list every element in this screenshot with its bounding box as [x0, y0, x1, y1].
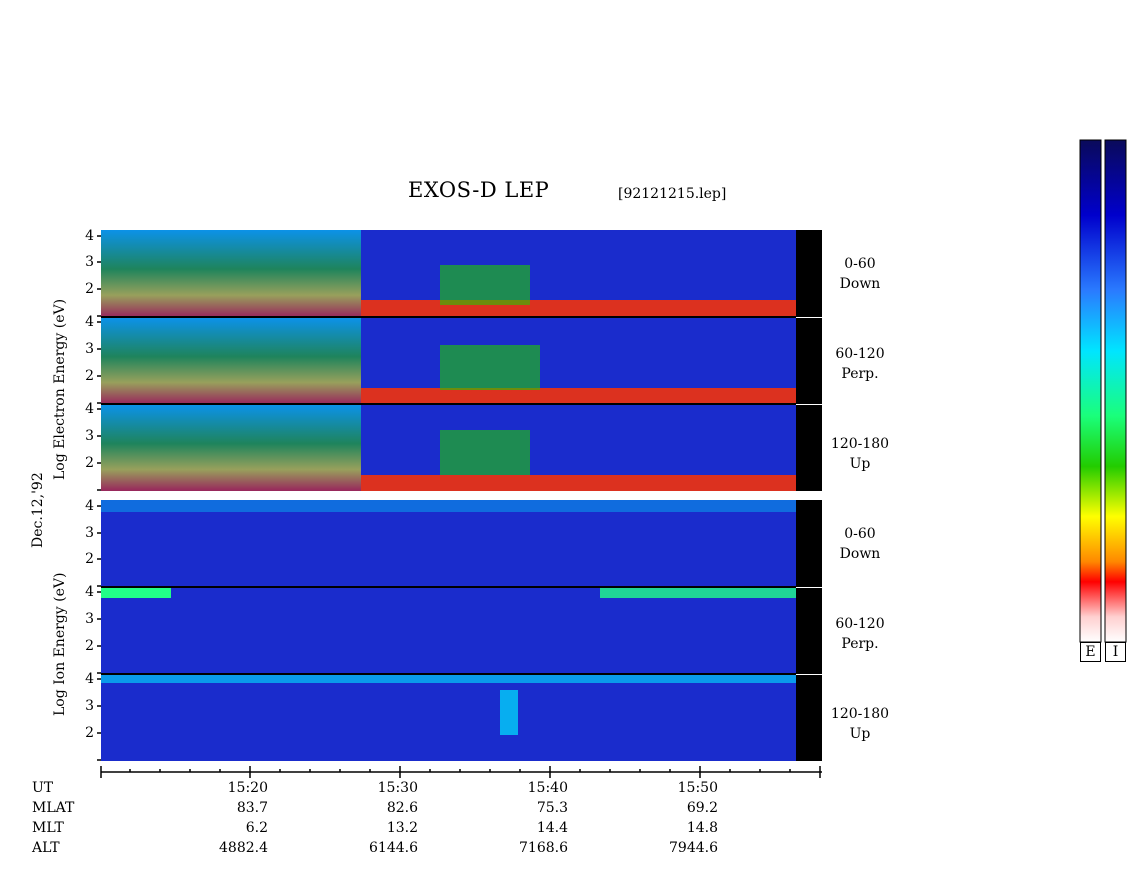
- ytick: 2: [85, 551, 94, 567]
- ytick: 3: [85, 525, 94, 541]
- ytick: 4: [85, 498, 94, 514]
- ytick: 4: [85, 671, 94, 687]
- colorbar-I: [1104, 139, 1127, 643]
- mlat-value: 83.7: [236, 800, 268, 816]
- ut-value: 15:50: [677, 780, 718, 796]
- ion-panel-1: [101, 588, 822, 674]
- ion-ylabel: Log Ion Energy (eV): [52, 572, 68, 716]
- ytick: 2: [85, 281, 94, 297]
- ytick: 3: [85, 254, 94, 270]
- footer-row-label: MLT: [32, 820, 64, 836]
- ytick: 4: [85, 314, 94, 330]
- channel-label: 0-60 Down: [839, 526, 881, 562]
- y-axis-ticks: [97, 235, 101, 761]
- colorbar-E: [1079, 139, 1102, 643]
- ytick: 3: [85, 611, 94, 627]
- ytick: 2: [85, 455, 94, 471]
- ut-value: 15:40: [527, 780, 568, 796]
- electron-ylabel: Log Electron Energy (eV): [52, 298, 68, 480]
- ytick: 2: [85, 725, 94, 741]
- ion-panel-2: [101, 675, 822, 761]
- alt-value: 6144.6: [369, 840, 418, 856]
- ytick: 3: [85, 698, 94, 714]
- ut-value: 15:20: [227, 780, 268, 796]
- ytick: 3: [85, 341, 94, 357]
- footer-row-label: MLAT: [32, 800, 75, 816]
- channel-label: 120-180 Up: [830, 706, 890, 742]
- electron-panel-0: [101, 230, 822, 317]
- alt-value: 4882.4: [219, 840, 268, 856]
- mlt-value: 14.8: [686, 820, 718, 836]
- mlat-value: 75.3: [536, 800, 568, 816]
- ion-panel-0: [101, 500, 822, 587]
- colorbar-label-I: I: [1105, 642, 1126, 662]
- ytick: 4: [85, 228, 94, 244]
- footer-row-label: UT: [32, 780, 54, 796]
- mlt-value: 6.2: [245, 820, 268, 836]
- file-name: [92121215.lep]: [618, 186, 727, 202]
- ytick: 4: [85, 401, 94, 417]
- alt-value: 7944.6: [669, 840, 718, 856]
- channel-label: 120-180 Up: [830, 436, 890, 472]
- x-axis: [100, 766, 822, 778]
- channel-label: 0-60 Down: [839, 256, 881, 292]
- alt-value: 7168.6: [519, 840, 568, 856]
- mlat-value: 82.6: [386, 800, 418, 816]
- ytick: 3: [85, 428, 94, 444]
- ytick: 4: [85, 584, 94, 600]
- colorbar-label-E: E: [1080, 642, 1101, 662]
- ytick: 2: [85, 638, 94, 654]
- date-label: Dec.12,'92: [30, 472, 46, 548]
- mlt-value: 14.4: [536, 820, 568, 836]
- ut-value: 15:30: [377, 780, 418, 796]
- channel-label: 60-120 Perp.: [835, 616, 885, 652]
- electron-panel-1: [101, 318, 822, 404]
- electron-panel-2: [101, 405, 822, 491]
- chart-title: EXOS-D LEP: [408, 178, 550, 202]
- footer-row-label: ALT: [32, 840, 60, 856]
- mlat-value: 69.2: [686, 800, 718, 816]
- ytick: 2: [85, 368, 94, 384]
- mlt-value: 13.2: [386, 820, 418, 836]
- channel-label: 60-120 Perp.: [835, 346, 885, 382]
